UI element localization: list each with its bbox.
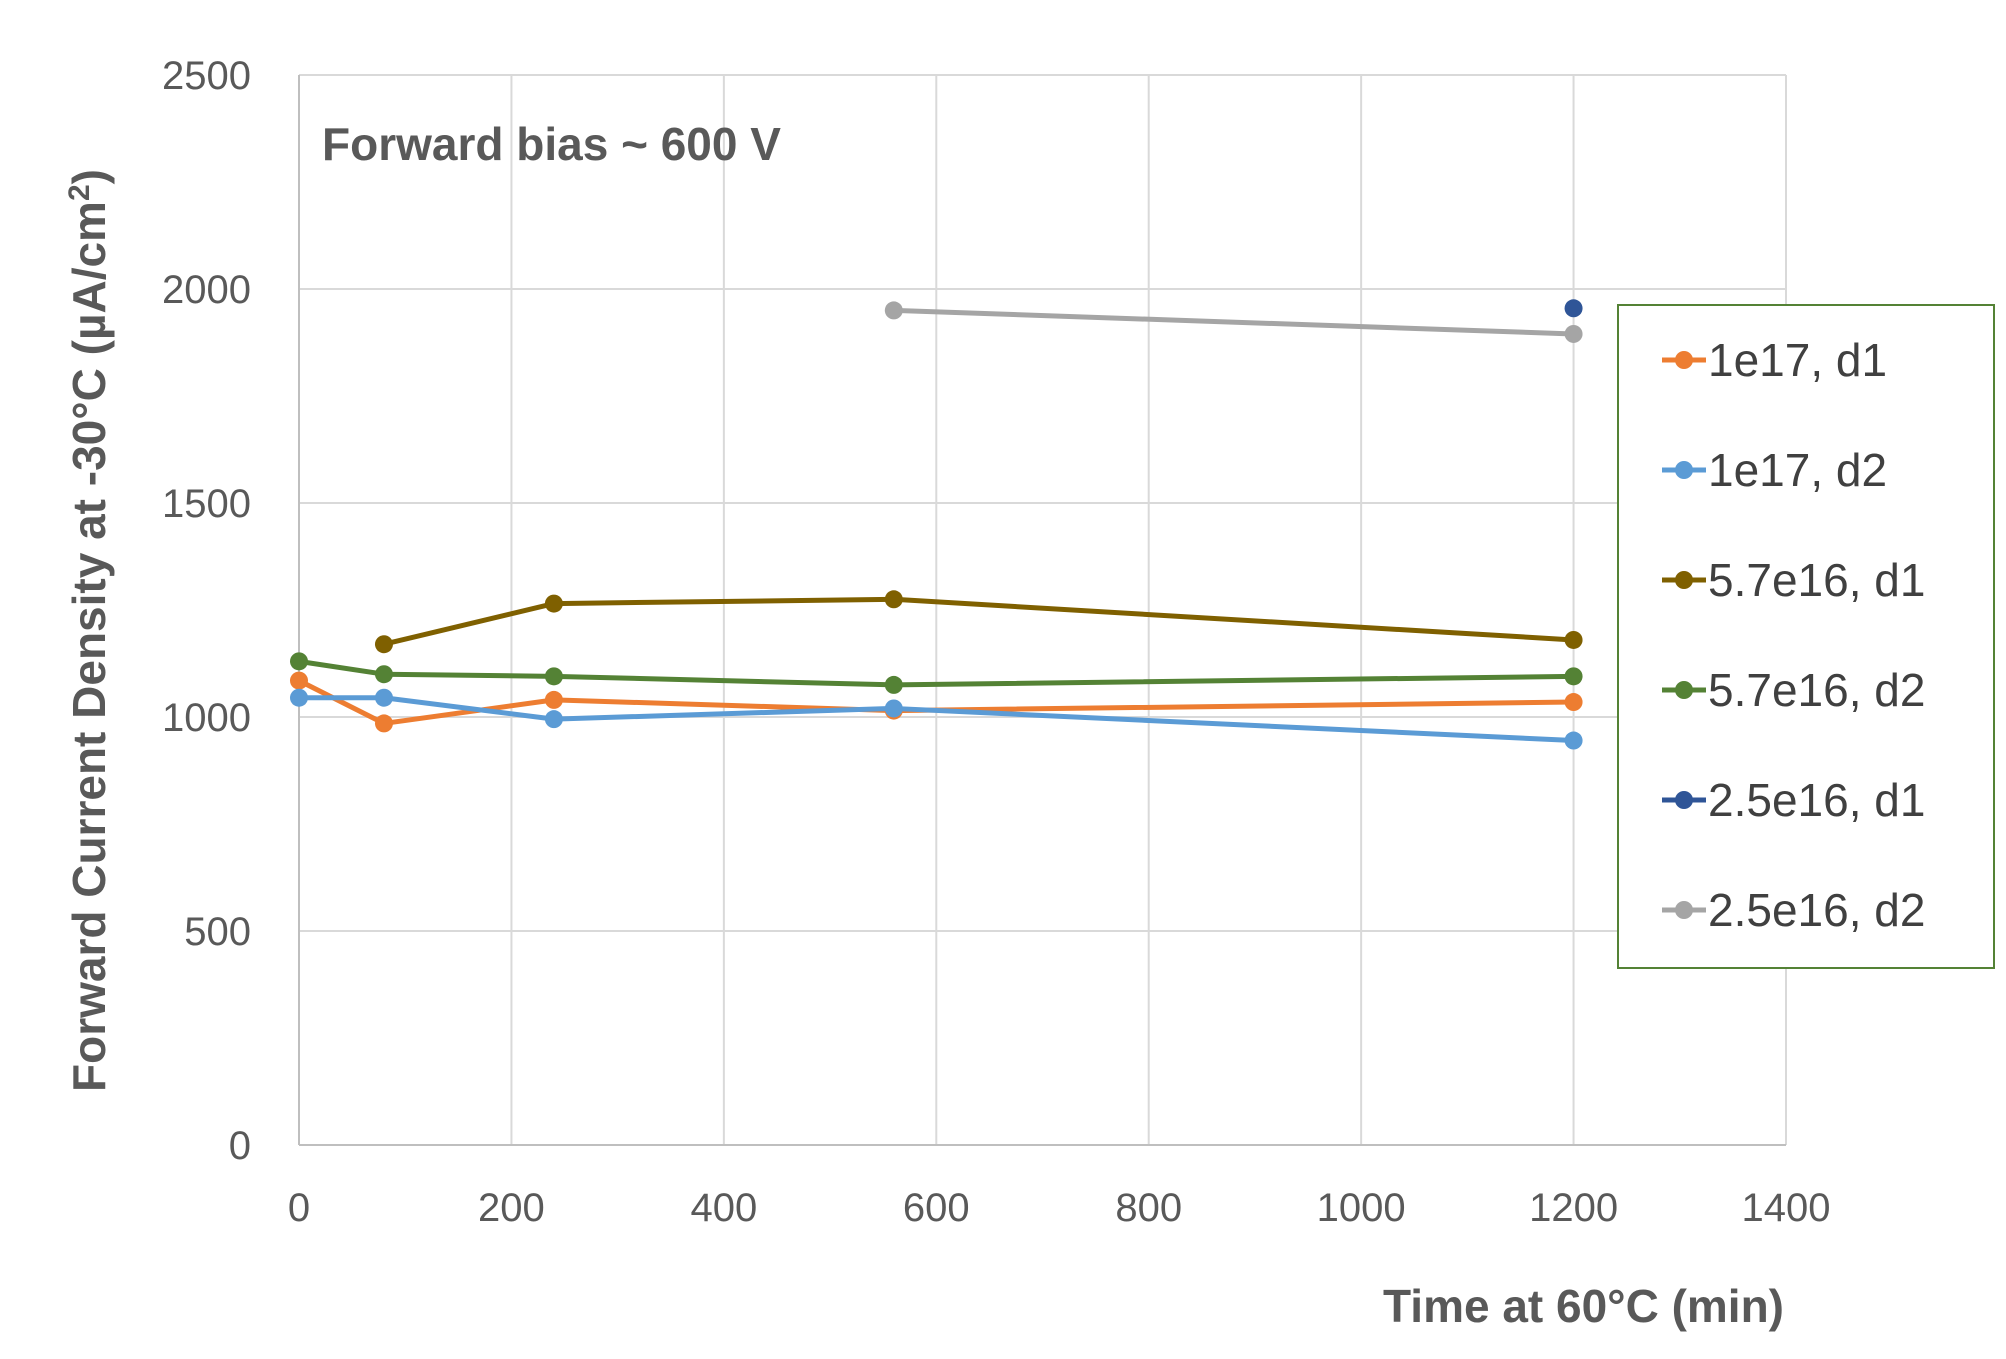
data-point bbox=[374, 688, 393, 707]
data-point bbox=[374, 714, 393, 733]
data-point bbox=[884, 675, 903, 694]
legend-marker bbox=[1675, 461, 1693, 479]
data-point bbox=[544, 710, 563, 729]
x-tick-label: 1000 bbox=[1317, 1186, 1406, 1230]
legend-label: 5.7e16, d2 bbox=[1708, 664, 1925, 716]
y-axis-title-main: Forward Current Density at -30°C (µA/cm bbox=[63, 201, 115, 1092]
x-tick-label: 1400 bbox=[1742, 1186, 1831, 1230]
data-point bbox=[374, 665, 393, 684]
series-5-7e16-d2 bbox=[290, 652, 1583, 694]
y-axis-title-superscript: 2 bbox=[63, 184, 96, 201]
y-axis-title: Forward Current Density at -30°C (µA/cm2… bbox=[63, 169, 115, 1092]
legend-entry: 2.5e16, d1 bbox=[1662, 774, 1925, 826]
axes bbox=[298, 75, 1786, 1146]
legend-marker bbox=[1675, 791, 1693, 809]
chart-annotation: Forward bias ~ 600 V bbox=[322, 118, 781, 170]
data-point bbox=[1564, 630, 1583, 649]
legend: 1e17, d1 1e17, d2 5.7e16, d1 5.7e16, d2 2.5e… bbox=[1617, 304, 1995, 969]
y-axis-title-end: ) bbox=[63, 169, 115, 184]
tick-labels: 0 500 1000 1500 2000 2500 0 200 400 600 800 1000 120… bbox=[162, 54, 1830, 1230]
x-tick-label: 200 bbox=[478, 1186, 545, 1230]
data-series bbox=[290, 299, 1583, 750]
x-tick-label: 600 bbox=[903, 1186, 970, 1230]
legend-label: 1e17, d1 bbox=[1708, 334, 1887, 386]
data-point bbox=[374, 635, 393, 654]
series-2-5e16-d1 bbox=[1564, 299, 1583, 318]
x-tick-label: 400 bbox=[690, 1186, 757, 1230]
series-1e17-d2 bbox=[290, 688, 1583, 750]
legend-marker bbox=[1675, 681, 1693, 699]
legend-label: 2.5e16, d2 bbox=[1708, 884, 1925, 936]
data-point bbox=[884, 590, 903, 609]
legend-label: 5.7e16, d1 bbox=[1708, 554, 1925, 606]
legend-label: 1e17, d2 bbox=[1708, 444, 1887, 496]
series-5-7e16-d1 bbox=[374, 590, 1583, 654]
series-line bbox=[893, 307, 1574, 337]
data-point bbox=[1564, 667, 1583, 686]
x-tick-label: 0 bbox=[288, 1186, 310, 1230]
data-point bbox=[884, 699, 903, 718]
data-point bbox=[1564, 693, 1583, 712]
data-point bbox=[1564, 324, 1583, 343]
series-line bbox=[383, 596, 1574, 647]
x-tick-label: 800 bbox=[1115, 1186, 1182, 1230]
y-tick-label: 2500 bbox=[162, 54, 251, 98]
data-point bbox=[544, 667, 563, 686]
legend-marker bbox=[1675, 351, 1693, 369]
x-tick-label: 1200 bbox=[1529, 1186, 1618, 1230]
legend-marker bbox=[1675, 901, 1693, 919]
series-2-5e16-d2 bbox=[884, 301, 1583, 343]
data-point bbox=[1564, 731, 1583, 750]
y-tick-label: 2000 bbox=[162, 268, 251, 312]
x-axis-title: Time at 60°C (min) bbox=[1383, 1280, 1784, 1332]
legend-entry: 1e17, d2 bbox=[1662, 444, 1887, 496]
data-point bbox=[544, 690, 563, 709]
legend-box bbox=[1617, 304, 1995, 969]
y-tick-label: 1500 bbox=[162, 482, 251, 526]
data-point bbox=[290, 671, 308, 690]
legend-entry: 2.5e16, d2 bbox=[1662, 884, 1925, 936]
legend-entry: 1e17, d1 bbox=[1662, 334, 1887, 386]
y-tick-label: 0 bbox=[229, 1124, 251, 1168]
series-1e17-d1 bbox=[290, 671, 1583, 733]
legend-label: 2.5e16, d1 bbox=[1708, 774, 1925, 826]
legend-entry: 5.7e16, d2 bbox=[1662, 664, 1925, 716]
data-point bbox=[544, 594, 563, 613]
data-point bbox=[290, 688, 308, 707]
legend-marker bbox=[1675, 571, 1693, 589]
legend-entry: 5.7e16, d1 bbox=[1662, 554, 1925, 606]
data-point bbox=[290, 652, 308, 671]
y-tick-label: 500 bbox=[184, 910, 251, 954]
y-tick-label: 1000 bbox=[162, 696, 251, 740]
data-point bbox=[884, 301, 903, 320]
data-point bbox=[1564, 299, 1583, 318]
